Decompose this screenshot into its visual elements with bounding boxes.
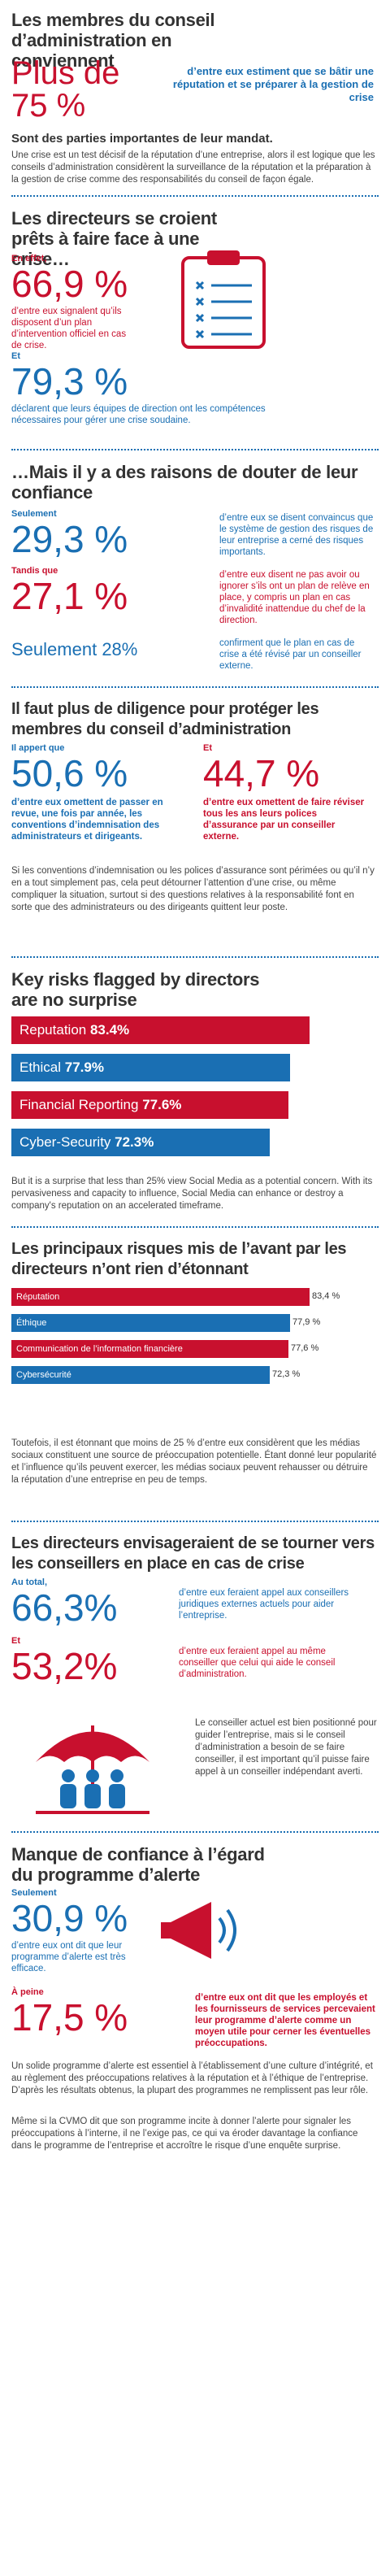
stat-value: 44,7 % — [203, 752, 320, 794]
divider — [11, 686, 379, 688]
paragraph: Une crise est un test décisif de la répu… — [11, 150, 375, 185]
bar-label: Cyber-Security — [20, 1134, 111, 1150]
section-title: Il faut plus de diligence pour protéger … — [11, 700, 319, 738]
paragraph: Toutefois, il est étonnant que moins de … — [11, 1438, 377, 1485]
section-title: Key risks flagged by directors are no su… — [11, 969, 260, 1010]
divider — [11, 1226, 379, 1228]
stat-value-number: 28% — [102, 639, 138, 659]
stat-desc: d’entre eux estiment que se bâtir une ré… — [172, 65, 374, 103]
paragraph: But it is a surprise that less than 25% … — [11, 1177, 373, 1211]
section-title: Manque de confiance à l’égard du program… — [11, 1844, 265, 1885]
bar-value: 77,6 % — [291, 1343, 319, 1353]
bar-value: 83.4% — [86, 1022, 130, 1038]
divider — [11, 449, 379, 450]
stat-desc: confirment que le plan en cas de crise a… — [219, 638, 362, 671]
risk-bar: Financial Reporting 77.6% — [11, 1091, 288, 1119]
stat-value: 30,9 % — [11, 1897, 128, 1939]
section-diligence: Il faut plus de diligence pour protéger … — [0, 688, 390, 956]
stat-desc: déclarent que leurs équipes de direction… — [11, 404, 266, 425]
divider — [11, 1831, 379, 1833]
stat-desc: d’entre eux ont dit que leur programme d… — [11, 1941, 126, 1973]
stat-label: Seulement — [11, 1888, 57, 1898]
bar-value: 72.3% — [110, 1134, 154, 1150]
risk-bar: Communication de l’information financièr… — [11, 1340, 288, 1358]
divider — [11, 195, 379, 197]
section-ready: Les directeurs se croient prêts à faire … — [0, 197, 390, 449]
stat-label: Et — [203, 743, 212, 753]
stat-label: Et — [11, 351, 20, 361]
bar-value: 77.9% — [61, 1060, 104, 1075]
stat-label: Et — [11, 1636, 20, 1646]
risk-bar: Ethical 77.9% — [11, 1054, 290, 1081]
section-board-agree: Les membres du conseil d’administration … — [0, 0, 390, 195]
stat-value: 29,3 % — [11, 518, 128, 560]
stat-label: Tandis que — [11, 566, 58, 576]
stat-label: Au total, — [11, 1577, 47, 1587]
section-title: Les principaux risques mis de l’avant pa… — [11, 1240, 347, 1278]
stat-desc: d’entre eux feraient appel aux conseille… — [179, 1588, 349, 1621]
big-stat: Plus de 75 % — [11, 55, 120, 124]
bar-label: Reputation — [20, 1022, 87, 1038]
subtitle: Sont des parties importantes de leur man… — [11, 132, 273, 146]
stat-desc: d’entre eux disent ne pas avoir ou ignor… — [219, 570, 370, 625]
paragraph: Un solide programme d’alerte est essenti… — [11, 2061, 373, 2095]
stat-label: Il appert que — [11, 743, 65, 753]
risk-bar: Éthique — [11, 1314, 290, 1332]
bar-label: Financial Reporting — [20, 1097, 139, 1112]
risk-bar: Cybersécurité — [11, 1366, 270, 1384]
stat-value: 66,3% — [11, 1586, 118, 1629]
risk-bar: Réputation — [11, 1288, 310, 1306]
stat-desc: d’entre eux se disent convaincus que le … — [219, 513, 374, 557]
bar-value: 83,4 % — [312, 1291, 340, 1301]
bar-label: Ethical — [20, 1060, 62, 1075]
paragraph: Si les conventions d’indemnisation ou le… — [11, 866, 375, 912]
stat-desc: d’entre eux omettent de passer en revue,… — [11, 798, 163, 842]
section-title: Les membres du conseil d’administration … — [11, 10, 215, 71]
stat-label: Seulement — [11, 509, 57, 519]
stat-label: À peine — [11, 1987, 44, 1997]
stat-value: 50,6 % — [11, 752, 128, 794]
section-title: Les directeurs envisageraient de se tour… — [11, 1534, 375, 1573]
stat-desc: d’entre eux feraient appel au même conse… — [179, 1647, 336, 1679]
stat-value: 66,9 % — [11, 263, 128, 305]
divider — [11, 1521, 379, 1522]
section-title: …Mais il y a des raisons de douter de le… — [11, 462, 358, 503]
stat-desc: d’entre eux signalent qu’ils disposent d… — [11, 307, 127, 350]
divider — [11, 956, 379, 958]
section-advisors: Les directeurs envisageraient de se tour… — [0, 1522, 390, 1831]
stat-value: Seulement 28% — [11, 639, 137, 660]
bar-value: 77.6% — [138, 1097, 182, 1112]
stat-value: 27,1 % — [11, 575, 128, 617]
paragraph: Même si la CVMO dit que son programme in… — [11, 2117, 358, 2151]
paragraph: Le conseiller actuel est bien positionné… — [195, 1718, 377, 1777]
section-doubt: …Mais il y a des raisons de douter de le… — [0, 450, 390, 686]
risk-bar: Reputation 83.4% — [11, 1016, 310, 1044]
megaphone-icon — [154, 1890, 252, 1971]
bar-value: 72,3 % — [272, 1369, 301, 1379]
risk-bar: Cyber-Security 72.3% — [11, 1129, 270, 1156]
clipboard-icon — [171, 246, 276, 351]
stat-value: 17,5 % — [11, 1996, 128, 2039]
section-key-risks-en: Key risks flagged by directors are no su… — [0, 958, 390, 1226]
stat-desc: d’entre eux omettent de faire réviser to… — [203, 798, 365, 842]
section-key-risks-fr: Les principaux risques mis de l’avant pa… — [0, 1228, 390, 1521]
umbrella-icon — [11, 1701, 174, 1823]
stat-label: Seulement — [11, 639, 98, 659]
section-whistleblower: Manque de confiance à l’égard du program… — [0, 1833, 390, 2174]
stat-value: 53,2% — [11, 1645, 118, 1687]
stat-label: En effet, — [11, 254, 47, 263]
bar-value: 77,9 % — [292, 1317, 321, 1327]
section-title: Les directeurs se croient prêts à faire … — [11, 208, 217, 269]
stat-value: 79,3 % — [11, 360, 128, 402]
stat-desc: d’entre eux ont dit que les employés et … — [195, 1993, 375, 2048]
